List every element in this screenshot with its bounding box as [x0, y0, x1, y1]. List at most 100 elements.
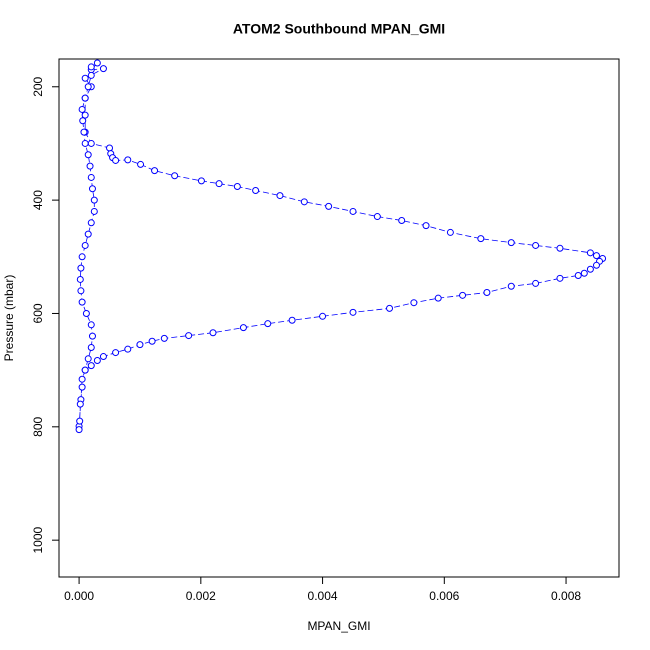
- data-point: [124, 345, 132, 353]
- y-tick-label: 400: [31, 190, 45, 210]
- x-tick-label: 0.000: [64, 589, 94, 603]
- data-point: [586, 249, 594, 257]
- data-point: [586, 265, 594, 273]
- data-point: [580, 269, 588, 277]
- data-point: [78, 105, 86, 113]
- data-point: [233, 183, 241, 191]
- data-point: [87, 343, 95, 351]
- y-tick-label: 1000: [31, 526, 45, 553]
- data-point: [276, 192, 284, 200]
- data-point: [349, 207, 357, 215]
- data-point: [574, 271, 582, 279]
- data-point: [87, 362, 95, 370]
- x-tick-label: 0.006: [429, 589, 459, 603]
- data-point: [398, 217, 406, 225]
- data-point: [82, 309, 90, 317]
- data-point: [459, 291, 467, 299]
- data-point: [84, 355, 92, 363]
- data-point: [90, 207, 98, 215]
- data-point: [477, 235, 485, 243]
- data-point: [137, 160, 145, 168]
- data-point: [77, 264, 85, 272]
- data-point: [78, 253, 86, 261]
- x-tick-label: 0.004: [308, 589, 338, 603]
- y-tick-label: 600: [31, 303, 45, 323]
- data-point: [80, 128, 88, 136]
- data-point: [151, 167, 159, 175]
- data-point: [215, 180, 223, 188]
- data-point: [78, 298, 86, 306]
- data-point: [112, 156, 120, 164]
- data-point: [81, 94, 89, 102]
- data-point: [185, 332, 193, 340]
- data-point: [483, 288, 491, 296]
- data-point: [93, 59, 101, 67]
- y-tick-label: 200: [31, 76, 45, 96]
- data-point: [532, 241, 540, 249]
- data-point: [556, 274, 564, 282]
- data-point: [81, 111, 89, 119]
- data-point: [446, 228, 454, 236]
- x-tick-label: 0.008: [551, 589, 581, 603]
- data-point: [252, 186, 260, 194]
- data-point: [507, 282, 515, 290]
- data-point: [209, 329, 217, 337]
- data-point: [84, 151, 92, 159]
- data-point: [532, 279, 540, 287]
- data-point: [88, 332, 96, 340]
- data-point: [106, 144, 114, 152]
- data-point: [197, 177, 205, 185]
- data-point: [90, 196, 98, 204]
- data-point: [300, 198, 308, 206]
- data-point: [78, 375, 86, 383]
- data-point: [264, 320, 272, 328]
- data-point: [99, 65, 107, 73]
- data-point: [592, 252, 600, 260]
- data-point: [288, 316, 296, 324]
- data-point: [556, 244, 564, 252]
- data-point: [77, 287, 85, 295]
- profile-line: [78, 62, 604, 430]
- data-point: [88, 185, 96, 193]
- data-point: [81, 139, 89, 147]
- data-point: [386, 304, 394, 312]
- data-point: [84, 83, 92, 91]
- chart-title: ATOM2 Southbound MPAN_GMI: [233, 21, 445, 37]
- data-point: [81, 74, 89, 82]
- data-point: [84, 230, 92, 238]
- y-tick-label: 800: [31, 416, 45, 436]
- x-axis-label: MPAN_GMI: [307, 619, 370, 633]
- data-point: [87, 71, 95, 79]
- data-point: [171, 172, 179, 180]
- data-point: [136, 341, 144, 349]
- data-point: [319, 312, 327, 320]
- y-axis-label: Pressure (mbar): [2, 275, 16, 362]
- plot-frame: [58, 58, 620, 578]
- data-point: [148, 337, 156, 345]
- data-point: [76, 417, 84, 425]
- data-point: [87, 321, 95, 329]
- data-point: [410, 299, 418, 307]
- data-point: [239, 324, 247, 332]
- data-point: [87, 219, 95, 227]
- data-point: [373, 213, 381, 221]
- data-point: [87, 173, 95, 181]
- data-point: [422, 222, 430, 230]
- data-point: [124, 156, 132, 164]
- data-point: [325, 202, 333, 210]
- data-point: [507, 239, 515, 247]
- data-point: [78, 383, 86, 391]
- data-point: [75, 426, 83, 434]
- x-tick-label: 0.002: [186, 589, 216, 603]
- data-point: [592, 261, 600, 269]
- data-point: [87, 139, 95, 147]
- data-point: [349, 308, 357, 316]
- data-point: [434, 294, 442, 302]
- data-point: [87, 63, 95, 71]
- data-point: [81, 366, 89, 374]
- data-point: [76, 275, 84, 283]
- data-point: [76, 400, 84, 408]
- data-point: [112, 349, 120, 357]
- data-point: [93, 357, 101, 365]
